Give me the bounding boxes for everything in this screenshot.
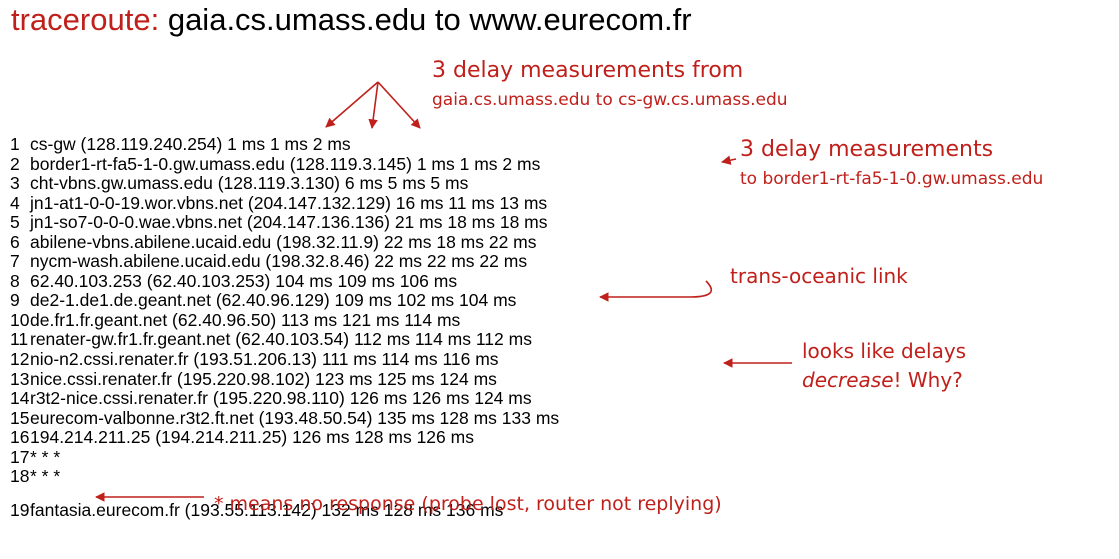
- hop-text: nycm-wash.abilene.ucaid.edu (198.32.8.46…: [30, 251, 528, 272]
- hop-number: 11: [10, 329, 29, 350]
- hop-text: * * *: [30, 466, 61, 487]
- hop-row-7: 7 nycm-wash.abilene.ucaid.edu (198.32.8.4…: [10, 252, 770, 272]
- arrow-hop1-left: [325, 81, 379, 128]
- hop-row-12: 12nio-n2.cssi.renater.fr (193.51.206.13)…: [10, 349, 770, 370]
- hop-row-14: 14r3t2-nice.cssi.renater.fr (195.220.98.…: [10, 388, 770, 409]
- hop-text: eurecom-valbonne.r3t2.ft.net (193.48.50.…: [30, 407, 560, 428]
- hop-text: renater-gw.fr1.fr.geant.net (62.40.103.5…: [30, 329, 532, 350]
- hop-row-3: 3 cht-vbns.gw.umass.edu (128.119.3.130) 6…: [10, 173, 770, 194]
- hop-row-9: 9 de2-1.de1.de.geant.net (62.40.96.129) 1…: [10, 291, 770, 311]
- hop-row-18: 18* * *: [10, 467, 770, 487]
- hop-text: nice.cssi.renater.fr (195.220.98.102) 12…: [30, 368, 497, 389]
- hop-row-6: 6 abilene-vbns.abilene.ucaid.edu (198.32.…: [10, 231, 770, 253]
- hop-number: 8: [10, 270, 20, 291]
- hop-number: 19: [10, 499, 30, 520]
- hop1-delays-annotation-line2: gaia.cs.umass.edu to cs-gw.cs.umass.edu: [432, 90, 788, 110]
- transoceanic-annotation: trans-oceanic link: [730, 264, 908, 288]
- hop-number: 9: [10, 290, 20, 311]
- hop-text: r3t2-nice.cssi.renater.fr (195.220.98.11…: [30, 388, 532, 409]
- hop-row-4: 4 jn1-at1-0-0-19.wor.vbns.net (204.147.13…: [10, 192, 770, 214]
- hop-text: * * *: [30, 446, 61, 467]
- hop-number: 10: [10, 309, 30, 330]
- decrease-annotation-line2: decrease! Why?: [802, 368, 963, 392]
- hop-number: 15: [10, 407, 30, 428]
- hop-text: border1-rt-fa5-1-0.gw.umass.edu (128.119…: [30, 153, 541, 174]
- hop-number: 5: [10, 212, 20, 233]
- no-response-annotation: * means no response (probe lost, router …: [214, 493, 722, 515]
- decrease-question: ! Why?: [893, 368, 963, 392]
- hop-number: 4: [10, 192, 20, 213]
- hop-text: de.fr1.fr.geant.net (62.40.96.50) 113 ms…: [30, 309, 461, 330]
- decrease-emphasis: decrease: [802, 368, 894, 392]
- hop-row-13: 13nice.cssi.renater.fr (195.220.98.102) …: [10, 368, 770, 390]
- hop-row-15: 15eurecom-valbonne.r3t2.ft.net (193.48.5…: [10, 407, 770, 429]
- hop-text: 194.214.211.25 (194.214.211.25) 126 ms 1…: [30, 427, 474, 448]
- hop-number: 6: [10, 231, 20, 252]
- hop-text: de2-1.de1.de.geant.net (62.40.96.129) 10…: [30, 290, 517, 311]
- hop-row-8: 8 62.40.103.253 (62.40.103.253) 104 ms 10…: [10, 270, 770, 292]
- hop-number: 3: [10, 173, 20, 194]
- arrow-hop1-middle: [368, 81, 379, 129]
- hop-text: cht-vbns.gw.umass.edu (128.119.3.130) 6 …: [30, 173, 469, 194]
- hop-number: 12: [10, 349, 30, 370]
- title-keyword: traceroute:: [11, 2, 160, 37]
- hop-number: 2: [10, 153, 20, 174]
- hop-text: fantasia.eurecom.fr (193.55.113.142) 132…: [30, 499, 504, 520]
- hop-row-11: 11 renater-gw.fr1.fr.geant.net (62.40.103…: [10, 330, 770, 350]
- hop-text: cs-gw (128.119.240.254) 1 ms 1 ms 2 ms: [30, 134, 351, 154]
- hop-text: jn1-at1-0-0-19.wor.vbns.net (204.147.132…: [30, 192, 548, 213]
- hop-row-1: 1 cs-gw (128.119.240.254) 1 ms 1 ms 2 ms: [10, 134, 770, 155]
- hop-number: 1: [10, 134, 20, 154]
- hop-row-19: 19fantasia.eurecom.fr (193.55.113.142) 1…: [10, 499, 770, 521]
- hop-number: 7: [10, 251, 20, 272]
- hop-number: 14: [10, 388, 30, 409]
- hop2-delays-annotation-line1: 3 delay measurements: [740, 137, 994, 162]
- title-text: gaia.cs.umass.edu to www.eurecom.fr: [167, 2, 692, 37]
- page-title: traceroute: gaia.cs.umass.edu to www.eur…: [11, 2, 692, 38]
- hop-text: jn1-so7-0-0-0.wae.vbns.net (204.147.136.…: [30, 212, 548, 233]
- hop1-delays-annotation-line1: 3 delay measurements from: [432, 58, 744, 83]
- decrease-annotation-line1: looks like delays: [802, 339, 967, 363]
- hop-text: 62.40.103.253 (62.40.103.253) 104 ms 109…: [30, 270, 458, 291]
- hop-row-2: 2 border1-rt-fa5-1-0.gw.umass.edu (128.11…: [10, 153, 770, 175]
- hop-row-16: 16194.214.211.25 (194.214.211.25) 126 ms…: [10, 427, 770, 448]
- hop-number: 18: [10, 466, 30, 487]
- hop-row-10: 10de.fr1.fr.geant.net (62.40.96.50) 113 …: [10, 309, 770, 331]
- hop-text: abilene-vbns.abilene.ucaid.edu (198.32.1…: [30, 231, 537, 252]
- hop-text: nio-n2.cssi.renater.fr (193.51.206.13) 1…: [30, 349, 499, 370]
- hop-number: 13: [10, 368, 30, 389]
- arrow-hop1-right: [377, 81, 421, 129]
- hop-number: 17: [10, 446, 30, 467]
- hop2-delays-annotation-line2: to border1-rt-fa5-1-0.gw.umass.edu: [740, 169, 1044, 189]
- traceroute-output: 1 cs-gw (128.119.240.254) 1 ms 1 ms 2 ms …: [10, 134, 770, 521]
- hop-row-17: 17* * *: [10, 446, 770, 468]
- hop-row-5: 5 jn1-so7-0-0-0.wae.vbns.net (204.147.136…: [10, 212, 770, 233]
- hop-number: 16: [10, 427, 30, 448]
